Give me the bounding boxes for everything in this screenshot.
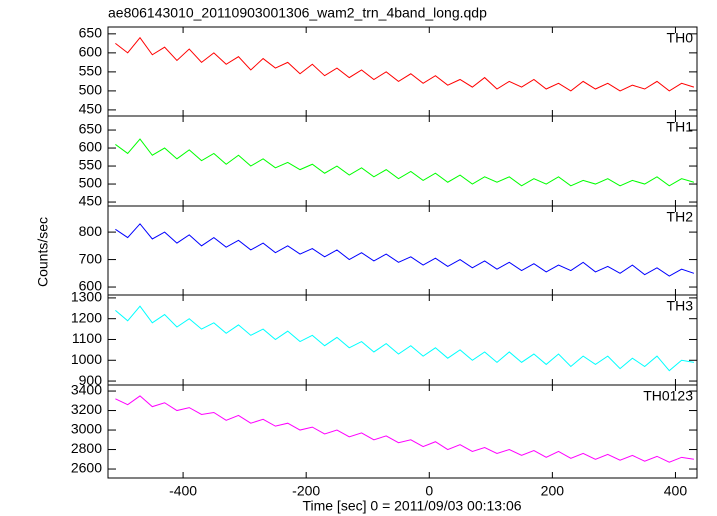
- data-line: [115, 223, 695, 277]
- panel-frame: [107, 205, 698, 296]
- y-tick-label: 3000: [71, 421, 102, 437]
- y-tick-label: 600: [79, 139, 103, 155]
- y-tick-label: 650: [79, 121, 103, 137]
- y-tick-label: 500: [79, 175, 103, 191]
- x-tick-label: 200: [541, 483, 565, 499]
- series-label: TH1: [667, 119, 694, 135]
- y-tick-label: 3400: [71, 382, 102, 398]
- y-tick-label: 600: [79, 44, 103, 60]
- data-line: [115, 395, 694, 463]
- y-tick-label: 3200: [71, 401, 102, 417]
- y-tick-label: 550: [79, 63, 103, 79]
- data-line: [115, 36, 695, 92]
- chart-title: ae806143010_20110903001306_wam2_trn_4ban…: [108, 5, 487, 21]
- panel-frame: [107, 115, 698, 207]
- y-tick-label: 2800: [71, 440, 102, 456]
- x-tick-label: 0: [425, 483, 433, 499]
- series-label: TH3: [667, 298, 694, 314]
- y-tick-label: 1200: [71, 309, 102, 325]
- series-label: TH2: [667, 209, 694, 225]
- data-line: [115, 305, 695, 372]
- y-tick-label: 450: [79, 193, 103, 209]
- y-axis-label: Counts/sec: [35, 217, 51, 287]
- y-tick-label: 2600: [71, 460, 102, 476]
- panel-frame: [107, 26, 698, 117]
- series-label: TH0123: [643, 388, 693, 404]
- y-tick-label: 650: [79, 25, 103, 41]
- y-tick-label: 500: [79, 82, 103, 98]
- y-tick-label: 600: [79, 278, 103, 294]
- y-tick-label: 450: [79, 101, 103, 117]
- x-tick-label: 400: [664, 483, 688, 499]
- panel-frame: [107, 384, 698, 479]
- x-tick-label: -200: [292, 483, 320, 499]
- y-tick-label: 700: [79, 250, 103, 266]
- data-line: [115, 138, 695, 187]
- panel-frame: [107, 294, 698, 386]
- y-tick-label: 1000: [71, 351, 102, 367]
- series-label: TH0: [667, 30, 694, 46]
- y-tick-label: 800: [79, 223, 103, 239]
- y-tick-label: 1100: [72, 330, 102, 346]
- x-tick-label: -400: [169, 483, 197, 499]
- y-tick-label: 550: [79, 157, 103, 173]
- x-axis-label: Time [sec] 0 = 2011/09/03 00:13:06: [302, 498, 521, 514]
- y-tick-label: 1300: [71, 289, 102, 305]
- y-tick-label: 900: [79, 372, 103, 388]
